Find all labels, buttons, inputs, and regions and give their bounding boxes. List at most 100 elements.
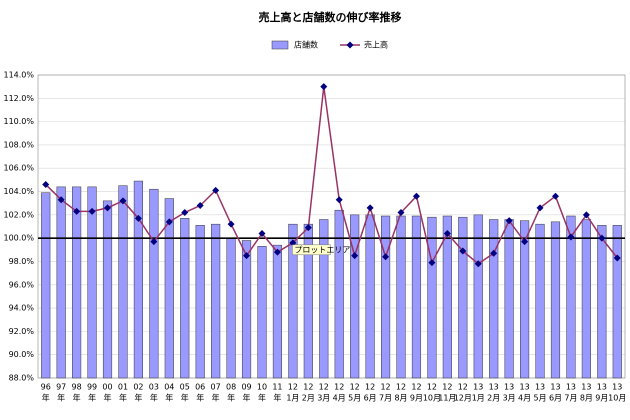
bar (535, 223, 545, 379)
x-tick-label: 12 (458, 383, 468, 392)
bar (504, 219, 514, 379)
bar (550, 221, 561, 379)
x-tick-label: 13 (597, 383, 607, 392)
x-tick-label: 11月 (438, 394, 456, 403)
x-tick-label: 12 (427, 383, 437, 392)
bar (427, 216, 437, 379)
x-tick-label: 年 (57, 393, 65, 403)
x-tick-label: 年 (73, 393, 81, 403)
marker (613, 254, 621, 262)
marker (42, 181, 50, 189)
x-tick-label: 9月 (595, 394, 608, 403)
x-tick-label: 97 (56, 383, 66, 392)
marker (57, 196, 65, 204)
x-tick-label: 04 (164, 383, 174, 392)
bar (581, 219, 591, 379)
y-tick-label: 94.0% (9, 304, 35, 313)
marker (273, 248, 281, 256)
marker (567, 233, 575, 241)
y-tick-label: 92.0% (9, 327, 35, 336)
bar (41, 192, 51, 379)
bar (257, 246, 267, 379)
x-tick-label: 7月 (379, 394, 392, 403)
x-tick-label: 12 (319, 383, 329, 392)
bar (489, 219, 499, 379)
marker (428, 259, 436, 267)
y-tick-label: 100.0% (3, 234, 34, 243)
bar (350, 214, 360, 379)
x-tick-label: 年 (134, 393, 142, 403)
plot-frame (37, 74, 626, 379)
marker (582, 211, 590, 219)
marker (335, 196, 343, 204)
marker (382, 253, 390, 261)
bar (442, 215, 452, 379)
x-tick-label: 13 (550, 383, 560, 392)
marker (443, 229, 451, 237)
bar (272, 244, 283, 379)
y-tick-label: 96.0% (9, 280, 35, 289)
x-tick-label: 12月 (454, 394, 472, 403)
bar (226, 237, 236, 379)
marker (412, 192, 420, 200)
y-tick-label: 98.0% (9, 257, 35, 266)
y-tick-label: 114.0% (3, 71, 34, 80)
bar (411, 215, 422, 379)
x-tick-label: 12 (303, 383, 313, 392)
x-tick-label: 13 (581, 383, 591, 392)
x-tick-label: 7月 (564, 394, 577, 403)
x-tick-label: 年 (273, 393, 281, 403)
x-tick-label: 13 (612, 383, 622, 392)
marker (212, 186, 220, 194)
x-tick-label: 9月 (410, 394, 423, 403)
marker (397, 209, 405, 217)
x-tick-label: 08 (226, 383, 236, 392)
x-tick-label: 12 (365, 383, 375, 392)
y-tick-label: 88.0% (9, 374, 35, 383)
bar (365, 214, 375, 379)
y-tick-label: 106.0% (3, 164, 34, 173)
bar (396, 215, 406, 379)
marker (104, 204, 112, 212)
marker (150, 238, 158, 246)
x-tick-label: 13 (489, 383, 499, 392)
x-tick-label: 12 (442, 383, 452, 392)
marker (521, 238, 529, 246)
marker (598, 234, 606, 242)
x-tick-label: 年 (227, 393, 235, 403)
bar (211, 223, 221, 379)
x-tick-label: 3月 (317, 394, 330, 403)
marker (320, 83, 328, 91)
x-tick-label: 12 (288, 383, 298, 392)
x-tick-label: 10 (257, 383, 267, 392)
x-tick-label: 13 (519, 383, 529, 392)
bar (72, 186, 82, 379)
y-tick-label: 104.0% (3, 187, 34, 196)
x-tick-label: 年 (212, 393, 220, 403)
marker (490, 249, 498, 257)
marker (73, 207, 81, 215)
marker (134, 214, 142, 222)
x-tick-label: 2月 (487, 394, 500, 403)
marker (551, 192, 559, 200)
x-tick-label: 99 (87, 383, 97, 392)
marker (474, 260, 482, 268)
bar (597, 225, 607, 379)
bar (133, 180, 143, 379)
bar (566, 215, 576, 379)
bar (87, 186, 97, 379)
x-tick-label: 1月 (472, 394, 485, 403)
x-tick-label: 5月 (533, 394, 546, 403)
bar (612, 225, 622, 379)
bar (149, 188, 159, 379)
x-tick-label: 12 (411, 383, 421, 392)
bar (334, 209, 344, 379)
marker (258, 229, 266, 237)
legend-label: 売上高 (364, 40, 388, 50)
marker (536, 204, 544, 212)
chart-title: 売上高と店舗数の伸び率推移 (259, 10, 402, 24)
x-tick-label: 06 (195, 383, 205, 392)
bar (380, 215, 391, 379)
x-tick-label: 96 (41, 383, 51, 392)
marker (196, 202, 204, 210)
